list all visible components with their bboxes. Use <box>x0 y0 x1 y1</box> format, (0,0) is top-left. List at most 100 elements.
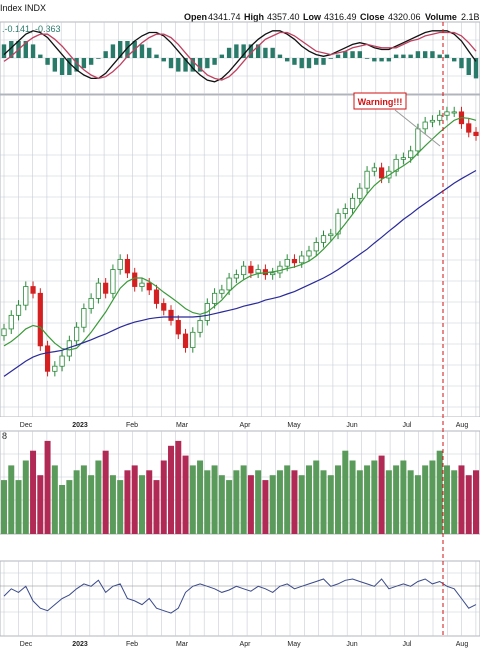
macd-histogram-bar <box>379 58 384 62</box>
candle-body <box>400 157 406 160</box>
macd-histogram-bar <box>401 54 406 58</box>
candle-body <box>349 197 356 209</box>
low-label: Low <box>303 12 322 22</box>
candle-body <box>23 286 29 306</box>
high-label: High <box>244 12 264 22</box>
candle-body <box>422 121 428 130</box>
volume-bar <box>146 470 153 534</box>
macd-histogram-bar <box>364 58 370 59</box>
candle-body <box>197 320 203 333</box>
macd-histogram-bar <box>473 58 479 79</box>
candle-body <box>299 255 305 264</box>
candle-body <box>117 258 123 270</box>
x-tick-label: Jul <box>403 422 412 429</box>
x-tick-label: Feb <box>126 422 138 429</box>
macd-histogram-bar <box>81 58 87 69</box>
volume-panel: 8 <box>0 430 480 535</box>
candle-body <box>255 269 261 274</box>
volume-bar <box>88 475 95 534</box>
volume-bar <box>356 470 363 534</box>
volume-bar <box>429 460 436 534</box>
candle-body <box>15 304 22 316</box>
oscillator-line <box>3 578 477 614</box>
candle-body <box>451 111 457 114</box>
volume-bar <box>233 470 240 534</box>
x-tick-label: May <box>287 641 301 648</box>
candle-body <box>284 258 290 267</box>
candle-body <box>342 208 348 215</box>
volume-bar <box>109 475 116 534</box>
macd-histogram-bar <box>292 58 297 65</box>
volume-bar <box>414 475 421 534</box>
macd-histogram-bar <box>74 58 79 72</box>
macd-histogram-bar <box>23 41 28 58</box>
macd-histogram-bar <box>197 58 203 72</box>
volume-bar <box>182 455 189 534</box>
volume-bar <box>458 465 465 534</box>
volume-bar <box>30 450 37 534</box>
volume-bar <box>117 480 124 534</box>
annotation-box <box>353 92 407 110</box>
candle-body <box>328 233 334 237</box>
macd-histogram-bar <box>459 58 464 69</box>
x-tick-label: Aug <box>456 641 469 648</box>
x-tick-label: Jun <box>346 422 357 429</box>
volume-bar <box>138 475 145 534</box>
candle-body <box>219 289 225 294</box>
volume-bar <box>378 455 385 534</box>
candle-body <box>95 282 101 299</box>
candle-body <box>320 235 327 243</box>
macd-histogram-bar <box>147 47 152 58</box>
candle-body <box>37 292 43 347</box>
macd-histogram-bar <box>328 58 333 59</box>
volume-bar <box>422 465 429 534</box>
macd-histogram-bar <box>372 58 377 62</box>
volume-bar <box>262 480 269 534</box>
macd-histogram-bar <box>205 58 210 69</box>
volume-bar <box>313 460 320 534</box>
volume-bar <box>291 470 298 534</box>
x-tick-label: Dec <box>20 422 33 429</box>
annotation-text: Warning!!! <box>358 97 403 107</box>
candle-body <box>81 308 87 328</box>
volume-bar <box>80 465 87 534</box>
macd-histogram-bar <box>314 58 319 65</box>
macd-histogram-bar <box>161 58 166 62</box>
candle-body <box>59 355 65 367</box>
volume-bar <box>305 465 312 534</box>
macd-panel: .-0.141, -0.363 <box>0 21 480 95</box>
candle-body <box>364 170 370 189</box>
macd-histogram-bar <box>176 58 181 72</box>
x-tick-label: 2023 <box>72 641 88 648</box>
candle-body <box>190 331 196 348</box>
candle-body <box>8 314 14 330</box>
volume-bar <box>160 460 167 534</box>
candle-body <box>270 272 276 276</box>
x-tick-label: Apr <box>240 641 252 648</box>
candle-body <box>393 158 399 172</box>
candle-body <box>161 303 167 311</box>
macd-histogram-bar <box>168 58 174 69</box>
volume-bar <box>44 440 51 534</box>
volume-bar <box>269 475 276 534</box>
x-tick-label: Aug <box>456 422 469 429</box>
open-value: 4341.74 <box>208 12 241 22</box>
macd-histogram-bar <box>67 58 72 75</box>
candle-body <box>74 326 80 342</box>
macd-histogram-bar <box>183 58 188 72</box>
index-label: Index INDX <box>0 3 46 13</box>
macd-series-line <box>3 30 477 83</box>
price-panel <box>0 94 480 418</box>
volume-bar <box>443 465 450 534</box>
volume-bar <box>349 460 356 534</box>
candle-body <box>124 258 131 274</box>
macd-histogram-bar <box>38 54 43 58</box>
open-label: Open <box>184 12 207 22</box>
candle-body <box>211 292 218 304</box>
volume-bar <box>465 475 472 534</box>
candle-body <box>52 365 58 372</box>
candle-body <box>335 213 341 235</box>
candle-body <box>415 128 421 152</box>
volume-bar <box>320 470 327 534</box>
volume-bar <box>168 445 175 534</box>
